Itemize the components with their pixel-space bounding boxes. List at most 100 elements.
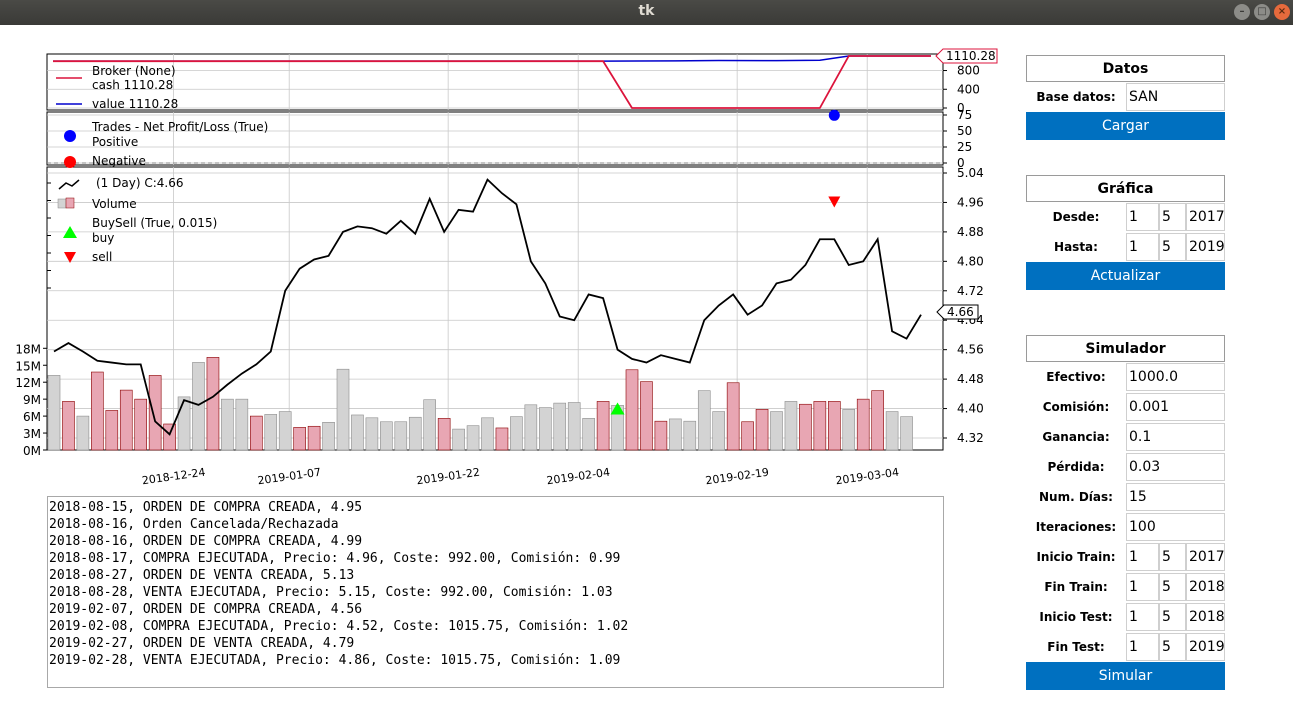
base-datos-input[interactable]: SAN [1126, 83, 1225, 111]
volume-bar [683, 420, 697, 451]
volume-bar [264, 414, 278, 451]
perdida-input[interactable]: 0.03 [1126, 453, 1225, 481]
dias-input[interactable]: 15 [1126, 483, 1225, 511]
ganancia-input[interactable]: 0.1 [1126, 423, 1225, 451]
log-textbox[interactable]: 2018-08-15, ORDEN DE COMPRA CREADA, 4.95… [47, 496, 944, 688]
log-line: 2018-08-27, ORDEN DE VENTA CREADA, 5.13 [49, 568, 355, 583]
fin-train-label: Fin Train: [1044, 580, 1108, 594]
x-tick-label: 2019-01-22 [416, 466, 481, 488]
grafica-title: Gráfica [1026, 175, 1225, 202]
price-tick-label: 4.32 [957, 431, 984, 445]
trades-legend-title: Trades - Net Profit/Loss (True) [91, 120, 268, 134]
desde-row: Desde: 1 5 2017 [1026, 202, 1225, 232]
volume-tick-label: 15M [15, 359, 41, 373]
efectivo-label: Efectivo: [1046, 370, 1106, 384]
iteraciones-input[interactable]: 100 [1126, 513, 1225, 541]
inicio-train-month-input[interactable]: 5 [1159, 543, 1186, 571]
cash-legend-label: cash 1110.28 [92, 78, 173, 92]
volume-legend-label: Volume [92, 197, 137, 211]
volume-bar [307, 425, 321, 451]
broker-value-tag: 1110.28 [935, 48, 998, 64]
hasta-label: Hasta: [1054, 240, 1098, 254]
volume-bars [47, 357, 913, 451]
volume-bar [712, 411, 726, 451]
volume-bar [900, 416, 913, 451]
efectivo-input[interactable]: 1000.0 [1126, 363, 1225, 391]
price-tick-label: 4.40 [957, 402, 984, 416]
close-icon[interactable]: × [1274, 4, 1290, 20]
hasta-row: Hasta: 1 5 2019 [1026, 232, 1225, 262]
positive-legend-label: Positive [92, 135, 138, 149]
fin-train-row: Fin Train: 1 5 2018 [1026, 572, 1225, 602]
trades-tick-label: 75 [957, 108, 972, 122]
fin-train-year-input[interactable]: 2018 [1186, 573, 1225, 601]
close-legend-line [58, 179, 80, 190]
iteraciones-row: Iteraciones: 100 [1026, 512, 1225, 542]
volume-tick-label: 6M [23, 410, 41, 424]
trade-result-marker [828, 109, 840, 121]
broker-subplot-frame [46, 53, 944, 111]
price-tag-box [936, 304, 979, 320]
inicio-train-row: Inicio Train: 1 5 2017 [1026, 542, 1225, 572]
hasta-day-input[interactable]: 1 [1126, 233, 1159, 261]
volume-bar [408, 416, 422, 451]
fin-test-year-input[interactable]: 2019 [1186, 633, 1225, 661]
fin-train-month-input[interactable]: 5 [1159, 573, 1186, 601]
simulador-panel: Simulador Efectivo: 1000.0 Comisión: 0.0… [1026, 335, 1225, 690]
comision-row: Comisión: 0.001 [1026, 392, 1225, 422]
window-titlebar: tk – □ × [0, 0, 1293, 25]
volume-bar [293, 427, 306, 451]
desde-year-input[interactable]: 2017 [1186, 203, 1225, 231]
desde-day-input[interactable]: 1 [1126, 203, 1159, 231]
volume-bar [856, 398, 870, 451]
x-tick-label: 2019-03-04 [835, 466, 900, 488]
volume-bar [452, 428, 465, 451]
minimize-icon[interactable]: – [1234, 4, 1250, 20]
fin-test-month-input[interactable]: 5 [1159, 633, 1186, 661]
negative-legend-label: Negative [92, 154, 146, 168]
broker-legend: Broker (None) cash 1110.28 value 1110.28 [56, 64, 178, 111]
inicio-test-day-input[interactable]: 1 [1126, 603, 1159, 631]
hasta-year-input[interactable]: 2019 [1186, 233, 1225, 261]
volume-bar [163, 423, 176, 451]
actualizar-button[interactable]: Actualizar [1026, 262, 1225, 290]
dias-row: Num. Días: 15 [1026, 482, 1225, 512]
desde-month-input[interactable]: 5 [1159, 203, 1186, 231]
hasta-month-input[interactable]: 5 [1159, 233, 1186, 261]
volume-bar [625, 369, 639, 451]
fin-test-day-input[interactable]: 1 [1126, 633, 1159, 661]
broker-legend-title: Broker (None) [92, 64, 176, 78]
fin-train-day-input[interactable]: 1 [1126, 573, 1159, 601]
inicio-test-year-input[interactable]: 2018 [1186, 603, 1225, 631]
inicio-test-month-input[interactable]: 5 [1159, 603, 1186, 631]
log-line: 2018-08-15, ORDEN DE COMPRA CREADA, 4.95 [49, 500, 363, 515]
inicio-train-day-input[interactable]: 1 [1126, 543, 1159, 571]
log-line: 2018-08-17, COMPRA EJECUTADA, Precio: 4.… [49, 551, 621, 566]
volume-bar [553, 402, 567, 451]
volume-bar [206, 357, 220, 451]
volume-bar [365, 417, 379, 451]
buy-legend-label: buy [92, 231, 114, 245]
backtest-chart[interactable]: 2018-12-24 2019-01-07 2019-01-22 2019-02-04… [0, 25, 1010, 490]
inicio-train-year-input[interactable]: 2017 [1186, 543, 1225, 571]
fin-test-row: Fin Test: 1 5 2019 [1026, 632, 1225, 662]
price-tick-label: 4.96 [957, 195, 984, 209]
cargar-button[interactable]: Cargar [1026, 112, 1225, 140]
window-title: tk [638, 3, 655, 19]
volume-bar [91, 371, 104, 451]
broker-cash-line [53, 55, 931, 109]
simular-button[interactable]: Simular [1026, 662, 1225, 690]
buy-marker [610, 402, 625, 415]
x-tick-label: 2019-02-19 [705, 466, 770, 488]
volume-bar [510, 416, 523, 451]
broker-tick-label: 400 [957, 82, 980, 96]
volume-bar [842, 409, 856, 451]
price-tick-label: 4.80 [957, 254, 984, 268]
volume-bar [322, 422, 335, 451]
comision-input[interactable]: 0.001 [1126, 393, 1225, 421]
volume-legend-down [65, 197, 75, 209]
x-tick-label: 2019-01-07 [257, 466, 322, 488]
maximize-icon[interactable]: □ [1254, 4, 1270, 20]
inicio-test-label: Inicio Test: [1039, 610, 1113, 624]
broker-value-line [53, 55, 931, 62]
